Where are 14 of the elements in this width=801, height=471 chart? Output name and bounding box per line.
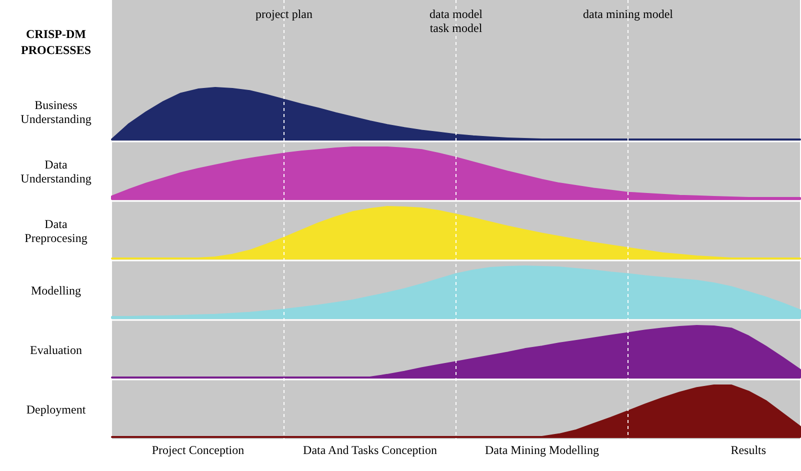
x-tick-label: data model task model xyxy=(430,7,484,35)
text: Deployment xyxy=(26,402,86,416)
x-tick-label: Data Mining Modelling xyxy=(485,443,599,457)
text: Business Understanding xyxy=(20,98,92,126)
chart-title: CRISP-DM PROCESSES xyxy=(20,27,92,57)
text: Modelling xyxy=(31,283,81,298)
x-tick-label: data mining model xyxy=(583,7,674,21)
text: Evaluation xyxy=(30,342,82,357)
x-tick-label: Results xyxy=(730,443,766,457)
text: Data Preprocesing xyxy=(24,216,88,245)
x-tick-label: project plan xyxy=(256,7,312,21)
series-label: Data Understanding xyxy=(20,157,92,186)
x-tick-label: Data And Tasks Conception xyxy=(303,443,437,457)
x-tick-label: Project Conception xyxy=(152,443,244,457)
